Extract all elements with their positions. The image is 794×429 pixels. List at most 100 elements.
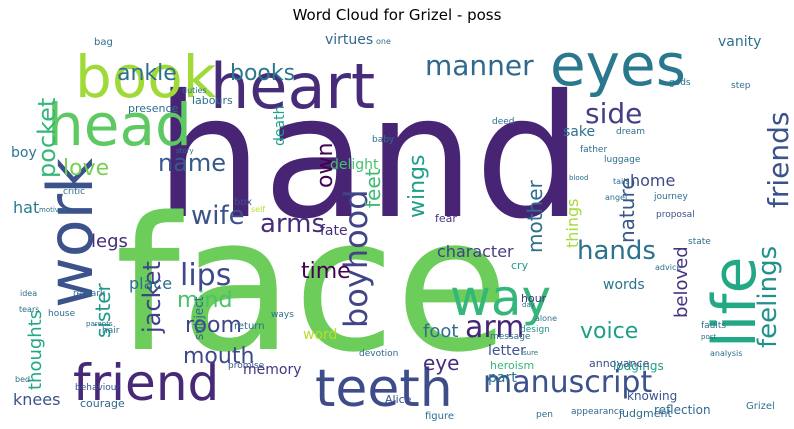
word-heroism: heroism xyxy=(490,359,535,372)
word-eye: eye xyxy=(423,351,460,375)
word-name: name xyxy=(158,149,227,177)
word-book: book xyxy=(75,43,217,111)
word-parents: parents xyxy=(86,320,113,328)
word-feet: feet xyxy=(361,168,385,209)
word-room: room xyxy=(185,313,242,338)
word-judgment: judgment xyxy=(619,407,672,420)
word-message: message xyxy=(490,332,531,342)
word-critic: critic xyxy=(63,187,86,197)
word-legs: legs xyxy=(91,231,128,252)
word-grizel: Grizel xyxy=(746,401,775,412)
word-father: father xyxy=(580,145,608,155)
word-hair: hair xyxy=(102,326,120,336)
word-arms: arms xyxy=(260,209,326,239)
word-manner: manner xyxy=(425,49,534,82)
word-wings: wings xyxy=(405,154,430,218)
word-presence: presence xyxy=(128,102,179,115)
word-promise: promise xyxy=(228,361,265,371)
word-bed: bed xyxy=(15,375,31,384)
word-part: part xyxy=(488,370,517,386)
word-pen: pen xyxy=(536,410,553,420)
word-deed: deed xyxy=(492,117,515,127)
word-proposal: proposal xyxy=(656,210,695,220)
word-place: place xyxy=(129,274,173,293)
word-ankle: ankle xyxy=(117,61,177,86)
word-manuscript: manuscript xyxy=(483,365,653,400)
word-lodgings: lodgings xyxy=(613,359,664,373)
word-head: head xyxy=(47,91,192,159)
word-alice: Alice xyxy=(385,393,412,406)
word-idea: idea xyxy=(20,289,38,298)
word-memory: memory xyxy=(243,362,302,378)
word-teeth: teeth xyxy=(315,359,453,419)
word-eyes: eyes xyxy=(550,31,686,99)
chart-title: Word Cloud for Grizel - poss xyxy=(292,6,502,24)
word-hat: hat xyxy=(13,198,40,217)
word-mother: mother xyxy=(523,180,547,253)
word-gods: gods xyxy=(669,78,691,88)
word-dream: dream xyxy=(616,127,646,137)
word-virtues: virtues xyxy=(325,32,374,48)
word-motives: motives xyxy=(39,206,67,214)
word-love: love xyxy=(63,156,110,181)
word-labours: labours xyxy=(192,94,233,107)
word-fate: fate xyxy=(320,223,348,239)
word-cloud: hand face heart eyes book head work friend teeth… xyxy=(5,28,789,424)
word-tails: tails xyxy=(613,177,630,186)
word-hands: hands xyxy=(577,236,656,266)
word-delight: delight xyxy=(330,157,379,173)
word-friends: friends xyxy=(762,111,789,208)
word-story: story xyxy=(176,147,194,155)
word-day: day xyxy=(522,301,535,309)
word-ways: ways xyxy=(271,310,294,320)
word-side: side xyxy=(585,97,643,130)
word-faults: faults xyxy=(701,321,727,331)
word-subject: subject xyxy=(192,296,206,341)
word-annoyance: annoyance xyxy=(589,357,650,370)
word-baby: baby xyxy=(372,135,395,145)
word-self: self xyxy=(251,205,266,214)
word-advice: advice xyxy=(655,263,682,272)
word-hour: hour xyxy=(521,292,547,305)
word-hand: hand xyxy=(155,59,583,257)
word-journey: journey xyxy=(654,192,688,202)
word-behaviour: behaviour xyxy=(75,383,121,393)
word-box: box xyxy=(234,197,253,208)
word-sure: sure xyxy=(523,349,539,357)
word-wife: wife xyxy=(191,201,245,231)
word-analysis: analysis xyxy=(710,349,743,358)
word-beloved: beloved xyxy=(671,246,692,318)
word-figure: figure xyxy=(425,411,455,422)
word-voice: voice xyxy=(580,319,639,344)
word-character: character xyxy=(437,242,514,261)
word-alone: alone xyxy=(535,314,558,323)
word-design: design xyxy=(520,325,550,335)
word-face: face xyxy=(115,177,510,393)
word-mouth: mouth xyxy=(183,344,255,369)
word-return: return xyxy=(234,321,265,332)
word-fear: fear xyxy=(435,212,457,225)
word-heart: heart xyxy=(210,50,376,123)
word-time: time xyxy=(301,259,351,284)
word-death: death xyxy=(272,105,288,146)
word-devotion: devotion xyxy=(359,349,399,359)
word-friend: friend xyxy=(73,354,220,412)
word-lips: lips xyxy=(180,258,232,293)
word-jacket: jacket xyxy=(138,261,166,333)
word-sake: sake xyxy=(563,124,596,140)
word-bag: bag xyxy=(94,37,113,48)
word-courage: courage xyxy=(80,397,125,410)
word-one: one xyxy=(376,37,391,46)
word-luggage: luggage xyxy=(604,155,641,165)
word-step: step xyxy=(731,81,751,91)
word-blood: blood xyxy=(569,174,589,182)
word-post: post xyxy=(701,333,717,341)
word-cry: cry xyxy=(511,259,529,272)
word-house: house xyxy=(48,309,76,319)
word-way: way xyxy=(450,269,552,327)
word-home: home xyxy=(630,171,676,190)
word-word: word xyxy=(303,327,338,343)
word-appearance: appearance xyxy=(571,407,625,417)
word-knees: knees xyxy=(13,390,61,409)
word-foot: foot xyxy=(423,321,459,342)
